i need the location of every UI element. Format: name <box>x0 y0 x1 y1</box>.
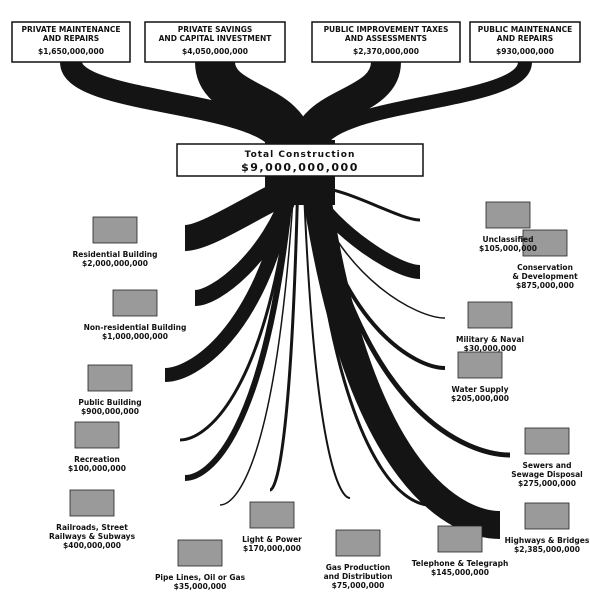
destination-label: Pipe Lines, Oil or Gas <box>155 573 246 582</box>
destination-flow <box>302 187 501 539</box>
source-box <box>144 21 286 63</box>
destination-label: & Development <box>512 272 578 281</box>
destination-label: Public Building <box>78 398 141 407</box>
source-amount: $4,050,000,000 <box>182 47 248 56</box>
building-icon <box>335 529 381 557</box>
destination-label: Military & Naval <box>456 335 524 344</box>
destination-amount: $400,000,000 <box>63 541 121 550</box>
building-icon <box>92 216 138 244</box>
destination-amount: $170,000,000 <box>243 544 301 553</box>
total-box <box>176 143 424 177</box>
destination-amount: $75,000,000 <box>332 581 385 590</box>
building-icon <box>69 489 115 517</box>
building-icon <box>437 525 483 553</box>
destination-amount: $30,000,000 <box>464 344 517 353</box>
source-label: AND REPAIRS <box>497 34 553 43</box>
destination-amount: $2,385,000,000 <box>514 545 580 554</box>
source-label: AND CAPITAL INVESTMENT <box>159 34 273 43</box>
destination-amount: $900,000,000 <box>81 407 139 416</box>
destination-label: Non-residential Building <box>84 323 187 332</box>
destination-flow <box>219 189 295 506</box>
building-icon <box>524 502 570 530</box>
building-icon <box>524 427 570 455</box>
destination-label: Highways & Bridges <box>505 536 590 545</box>
building-icon <box>74 421 120 449</box>
destination-label: Telephone & Telegraph <box>412 559 509 568</box>
destination-flow <box>269 189 300 492</box>
destination-amount: $275,000,000 <box>518 479 576 488</box>
destination-amount: $2,000,000,000 <box>82 259 148 268</box>
destination-label: Gas Production <box>326 563 390 572</box>
destination-label: Sewage Disposal <box>511 470 582 479</box>
building-icon <box>112 289 158 317</box>
destination-amount: $105,000,000 <box>479 244 537 253</box>
source-amount: $930,000,000 <box>496 47 554 56</box>
destination-amount: $1,000,000,000 <box>102 332 168 341</box>
destination-amount: $100,000,000 <box>68 464 126 473</box>
source-flow <box>311 60 532 152</box>
building-icon <box>87 364 133 392</box>
destination-label: Conservation <box>517 263 573 272</box>
destination-flow <box>179 189 292 442</box>
source-label: AND ASSESSMENTS <box>345 34 427 43</box>
destination-amount: $205,000,000 <box>451 394 509 403</box>
building-icon <box>522 229 568 257</box>
source-flow <box>195 59 314 153</box>
source-amount: $1,650,000,000 <box>38 47 104 56</box>
destination-flow <box>309 186 421 222</box>
source-box <box>311 21 461 63</box>
source-flow <box>291 60 401 152</box>
destination-flow <box>164 188 297 382</box>
building-icon <box>467 301 513 329</box>
total-label: Total Construction <box>245 150 356 160</box>
source-label: PRIVATE MAINTENANCE <box>22 25 121 34</box>
destination-label: Railways & Subways <box>49 532 136 541</box>
destination-amount: $145,000,000 <box>431 568 489 577</box>
destination-label: Unclassified <box>482 235 533 244</box>
building-icon <box>457 351 503 379</box>
destination-label: Light & Power <box>242 535 302 544</box>
source-box <box>11 21 131 63</box>
building-icon <box>177 539 223 567</box>
destination-label: Water Supply <box>452 385 509 394</box>
building-icon <box>485 201 531 229</box>
destination-label: and Distribution <box>324 572 393 581</box>
destination-flow <box>309 189 446 370</box>
destination-label: Recreation <box>74 455 120 464</box>
destination-flow <box>303 189 351 499</box>
source-label: AND REPAIRS <box>43 34 99 43</box>
destination-amount: $35,000,000 <box>174 582 227 591</box>
destination-flow <box>303 186 421 279</box>
destination-flow <box>184 189 294 481</box>
building-icon <box>249 501 295 529</box>
source-label: PRIVATE SAVINGS <box>178 25 253 34</box>
destination-label: Residential Building <box>73 250 158 259</box>
source-box <box>469 21 581 63</box>
source-amount: $2,370,000,000 <box>353 47 419 56</box>
destination-amount: $875,000,000 <box>516 281 574 290</box>
total-amount: $9,000,000,000 <box>241 161 359 174</box>
destination-label: Railroads, Street <box>56 523 128 532</box>
source-label: PUBLIC IMPROVEMENT TAXES <box>324 25 449 34</box>
destination-label: Sewers and <box>522 461 571 470</box>
source-label: PUBLIC MAINTENANCE <box>478 25 573 34</box>
